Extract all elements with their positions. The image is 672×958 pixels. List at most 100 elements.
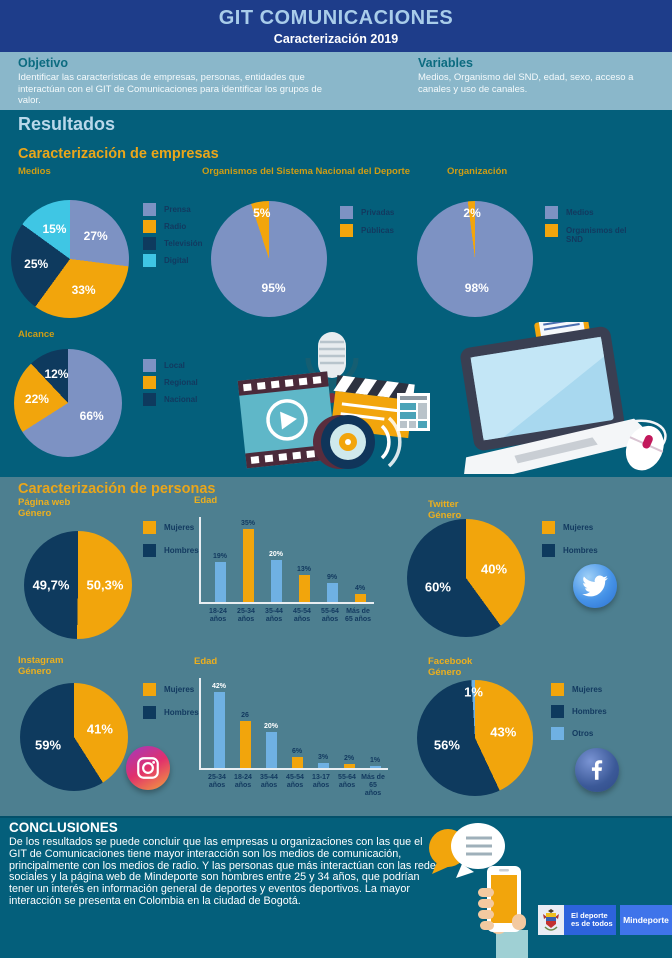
legend-swatch (143, 706, 156, 719)
speaker-icon (313, 415, 402, 469)
bar-category-label: Más de 65 años (361, 774, 385, 797)
legend-swatch (143, 203, 156, 216)
instagram-genero-pie-chart: 41% 59% (20, 683, 128, 791)
bar-column: 42% (206, 683, 232, 768)
bar-value-label: 1% (369, 757, 381, 765)
legend-label: Radio (164, 222, 187, 231)
bar (242, 528, 254, 602)
instagram-icon (126, 746, 170, 790)
legend-item: Nacional (143, 393, 198, 406)
laptop-illustration (460, 322, 667, 474)
microphone-icon (305, 332, 359, 403)
bar (214, 562, 226, 602)
pie-slice-label: 43% (490, 724, 517, 740)
phone-screen (491, 875, 517, 923)
newspaper-icon (397, 393, 430, 431)
bar-column: 2% (336, 755, 362, 768)
pie-slice-label: 59% (35, 737, 62, 753)
fingers (478, 888, 526, 930)
pie-slice-label: 22% (24, 392, 49, 407)
bar-value-label: 4% (354, 584, 366, 592)
legend-label: Hombres (164, 546, 199, 555)
pie-slice-label: 95% (261, 280, 286, 295)
facebook-legend: Mujeres Hombres Otros (551, 683, 607, 749)
objetivo-text: Identificar las características de empre… (18, 72, 322, 106)
organizacion-legend: Medios Organismos del SND (545, 206, 628, 249)
edad-web-bar-chart: 19% 35% 20% 13% 9% 4% 18-24 años 25-34 años 35-4… (199, 517, 374, 624)
instagram-chart-title: Instagram Género (18, 655, 64, 677)
bar-category-label: 18-24 años (209, 608, 227, 623)
legend-swatch (143, 237, 156, 250)
bar-category-label: 55-64 años (321, 608, 339, 623)
legend-label: Públicas (361, 226, 394, 235)
legend-swatch (143, 376, 156, 389)
empresas-heading: Caracterización de empresas (18, 146, 219, 162)
bar-column: 26 (232, 712, 258, 768)
section-divider (0, 816, 672, 818)
page-subtitle: Caracterización 2019 (273, 32, 399, 46)
twitter-icon (573, 564, 617, 608)
pagina-web-genero-pie-chart: 50,3% 49,7% (24, 531, 132, 639)
twitter-genero-pie-chart: 40% 60% (407, 519, 525, 637)
alcance-chart-title: Alcance (18, 329, 55, 340)
mouse-cable (619, 419, 667, 449)
bar-column: 9% (318, 574, 346, 602)
legend-swatch (551, 727, 564, 740)
legend-label: Mujeres (572, 685, 603, 694)
bar-value-label: 6% (291, 748, 303, 756)
legend-item: Radio (143, 220, 203, 233)
legend-item: Mujeres (143, 683, 199, 696)
legend-label: Hombres (164, 708, 199, 717)
bar-value-label: 20% (263, 723, 278, 730)
legend-swatch (340, 206, 353, 219)
legend-item: Organismos del SND (545, 224, 628, 244)
legend-swatch (542, 544, 555, 557)
personas-heading: Caracterización de personas (18, 481, 216, 497)
legend-item: Hombres (542, 544, 598, 557)
legend-item: Privadas (340, 206, 394, 219)
bar (317, 762, 329, 768)
bar-category-label: 55-64 años (338, 774, 356, 789)
bar (239, 721, 251, 768)
bar-value-label: 9% (326, 574, 338, 582)
pie-slice-label: 5% (253, 206, 271, 221)
pie-slice-label: 33% (71, 283, 96, 298)
pie-slice-label: 12% (44, 366, 69, 381)
organismos-legend: Privadas Públicas (340, 206, 394, 242)
bar-value-label: 26 (241, 712, 249, 720)
mouse-icon (625, 425, 664, 471)
medios-legend: Prensa Radio Televisión Digital (143, 203, 203, 271)
legend-swatch (143, 254, 156, 267)
bar (213, 692, 225, 768)
facebook-icon (575, 748, 619, 792)
pie-slice-label: 98% (464, 280, 489, 295)
sleeve (496, 930, 528, 958)
legend-item: Prensa (143, 203, 203, 216)
bar (343, 764, 355, 768)
pie-slice-label: 41% (86, 721, 113, 737)
legend-item: Televisión (143, 237, 203, 250)
legend-item: Regional (143, 376, 198, 389)
pie-slice-label: 60% (424, 579, 451, 595)
organismos-pie-chart: 95% 5% (211, 201, 327, 317)
pagina-web-legend: Mujeres Hombres (143, 521, 199, 567)
results-heading: Resultados (18, 114, 116, 134)
bar (270, 560, 282, 602)
white-chat-bubble (451, 823, 505, 878)
legend-item: Medios (545, 206, 628, 219)
conclusions-heading: CONCLUSIONES (9, 820, 118, 835)
legend-item: Mujeres (542, 521, 598, 534)
edad-instagram-bar-chart: 42% 26 20% 6% 3% 2% 1% 25-34 años 18-24 años 35-4… (199, 678, 388, 798)
instagram-legend: Mujeres Hombres (143, 683, 199, 729)
alcance-pie-chart: 66% 22% 12% (14, 349, 122, 457)
twitter-chart-title: Twitter Género (428, 499, 462, 521)
legend-item: Mujeres (551, 683, 607, 696)
page-title: GIT COMUNICACIONES (218, 7, 454, 29)
legend-item: Local (143, 359, 198, 372)
header: GIT COMUNICACIONES Caracterización 2019 (0, 0, 672, 52)
bar-value-label: 2% (343, 755, 355, 763)
legend-label: Digital (164, 256, 189, 265)
legend-label: Regional (164, 378, 198, 387)
bar-category-label: 25-34 años (237, 608, 255, 623)
pie-slice-label: 40% (481, 561, 508, 577)
